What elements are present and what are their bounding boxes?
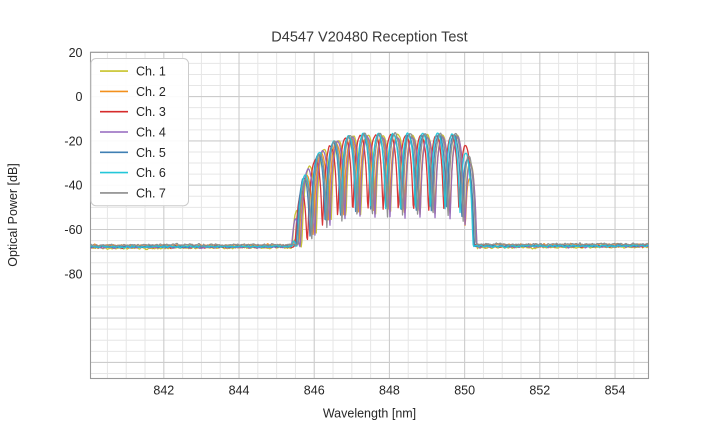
svg-text:-80: -80 — [64, 267, 82, 281]
svg-text:852: 852 — [529, 384, 550, 398]
svg-text:Ch. 3: Ch. 3 — [136, 105, 166, 119]
svg-text:854: 854 — [605, 384, 626, 398]
svg-text:Optical Power [dB]: Optical Power [dB] — [6, 163, 20, 267]
svg-text:Ch. 7: Ch. 7 — [136, 186, 166, 200]
svg-text:-20: -20 — [64, 134, 82, 148]
svg-text:Ch. 5: Ch. 5 — [136, 146, 166, 160]
svg-text:Wavelength [nm]: Wavelength [nm] — [323, 407, 416, 421]
svg-text:-40: -40 — [64, 179, 82, 193]
svg-text:Ch. 6: Ch. 6 — [136, 166, 166, 180]
svg-text:0: 0 — [76, 90, 83, 104]
svg-text:Ch. 2: Ch. 2 — [136, 85, 166, 99]
svg-text:842: 842 — [153, 384, 174, 398]
svg-text:Ch. 4: Ch. 4 — [136, 126, 166, 140]
svg-text:846: 846 — [304, 384, 325, 398]
svg-text:-60: -60 — [64, 223, 82, 237]
svg-text:850: 850 — [454, 384, 475, 398]
svg-text:Ch. 1: Ch. 1 — [136, 65, 166, 79]
svg-text:D4547 V20480 Reception Test: D4547 V20480 Reception Test — [271, 30, 467, 46]
svg-text:848: 848 — [379, 384, 400, 398]
svg-text:20: 20 — [69, 46, 83, 60]
svg-text:844: 844 — [229, 384, 250, 398]
